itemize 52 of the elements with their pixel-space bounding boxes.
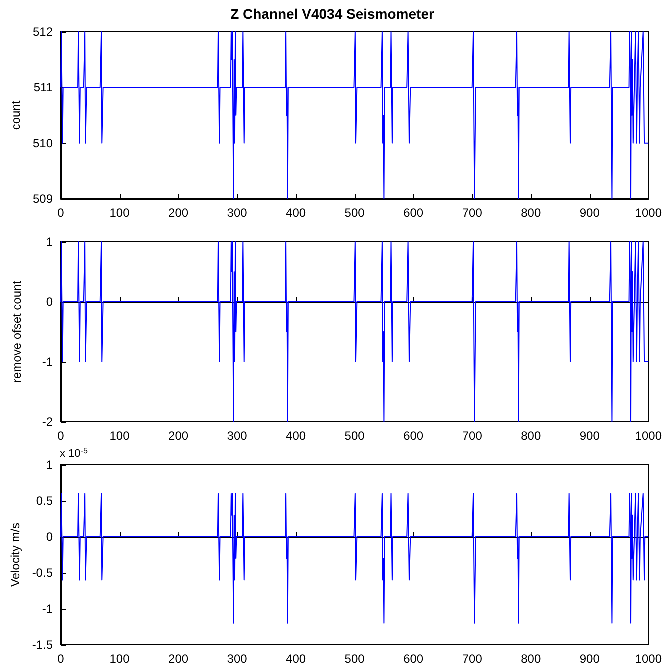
x-tick-label: 100 bbox=[110, 429, 130, 443]
x-tick-label: 400 bbox=[286, 429, 306, 443]
x-tick-label: 600 bbox=[404, 206, 424, 220]
y-tick-label: 509 bbox=[32, 192, 54, 206]
x-tick-label: 400 bbox=[286, 206, 306, 220]
x-tick-label: 800 bbox=[521, 206, 542, 220]
y-tick-label: -1 bbox=[42, 602, 54, 616]
x-tick-label: 600 bbox=[404, 429, 424, 443]
y-tick-label: 510 bbox=[32, 136, 54, 150]
x-tick-label: 900 bbox=[580, 429, 600, 443]
x-tick-label: 800 bbox=[521, 652, 542, 666]
x-tick-label: 900 bbox=[580, 206, 600, 220]
y-tick-label: -0.5 bbox=[32, 566, 54, 580]
y-tick-label: 0 bbox=[46, 295, 54, 309]
x-tick-label: 300 bbox=[227, 652, 248, 666]
y-axis-title: remove ofset count bbox=[10, 280, 24, 384]
x-tick-label: 100 bbox=[110, 206, 130, 220]
y-tick-label: -1 bbox=[42, 355, 54, 369]
x-tick-label: 800 bbox=[521, 429, 542, 443]
x-tick-label: 500 bbox=[344, 429, 366, 443]
y-axis-title: Velocity m/s bbox=[8, 522, 22, 588]
y-tick-label: 1 bbox=[46, 458, 54, 472]
x-tick-label: 700 bbox=[462, 652, 483, 666]
x-tick-label: 700 bbox=[462, 206, 483, 220]
x-tick-label: 200 bbox=[168, 652, 189, 666]
x-tick-label: 0 bbox=[58, 429, 65, 443]
x-tick-label: 200 bbox=[168, 206, 189, 220]
x-tick-label: 100 bbox=[110, 652, 130, 666]
y-tick-label: -2 bbox=[42, 415, 54, 429]
x-tick-label: 1000 bbox=[635, 429, 662, 443]
y-tick-label: 0 bbox=[46, 530, 54, 544]
y-tick-label: 1 bbox=[46, 235, 54, 249]
x-tick-label: 300 bbox=[227, 206, 248, 220]
y-tick-label: 0.5 bbox=[36, 494, 54, 508]
y-tick-label: 512 bbox=[32, 25, 54, 39]
x-tick-label: 600 bbox=[404, 652, 424, 666]
x-tick-label: 0 bbox=[58, 206, 65, 220]
line-series bbox=[60, 493, 650, 624]
x-tick-label: 500 bbox=[344, 652, 366, 666]
y-tick-label: 511 bbox=[34, 80, 54, 95]
x-tick-label: 1000 bbox=[635, 206, 662, 220]
x-tick-label: 0 bbox=[58, 652, 65, 666]
x-tick-label: 300 bbox=[227, 429, 248, 443]
x-tick-label: 900 bbox=[580, 652, 600, 666]
x-tick-label: 1000 bbox=[635, 652, 662, 666]
y-tick-label: -1.5 bbox=[32, 638, 54, 652]
x-tick-label: 500 bbox=[344, 206, 366, 220]
x-tick-label: 700 bbox=[462, 429, 483, 443]
x-tick-label: 400 bbox=[286, 652, 306, 666]
chart-title: Z Channel V4034 Seismometer bbox=[230, 6, 435, 22]
y-axis-title: count bbox=[9, 100, 24, 130]
x-tick-label: 200 bbox=[168, 429, 189, 443]
